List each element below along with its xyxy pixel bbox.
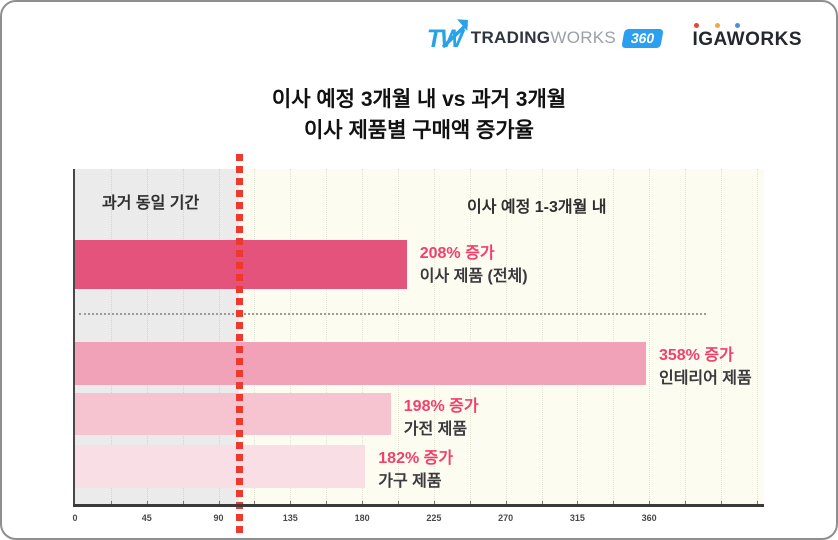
gridline — [182, 169, 184, 505]
y-axis-line — [73, 169, 75, 505]
tick-mark — [146, 501, 148, 505]
bar-category-label: 이사 제품 (전체) — [419, 268, 528, 285]
tick-mark — [685, 501, 687, 505]
tick-mark — [649, 501, 651, 505]
gridline — [290, 169, 292, 505]
x-tick-label: 270 — [498, 513, 514, 523]
total-vs-category-separator-line — [79, 313, 706, 315]
bar-value-label: 198% 증가 — [403, 398, 479, 415]
bar-value-label: 358% 증가 — [658, 347, 734, 364]
gridline — [433, 169, 435, 505]
tick-mark — [397, 501, 399, 505]
gridline — [541, 169, 543, 505]
bar-category-label: 가구 제품 — [378, 473, 442, 490]
gridline — [756, 169, 758, 505]
gridline — [469, 169, 471, 505]
page-title: 이사 예정 3개월 내 vs 과거 3개월 이사 제품별 구매액 증가율 — [2, 84, 836, 146]
tick-mark — [218, 501, 220, 505]
tradingworks-mark-letters: TW — [426, 25, 464, 53]
igaworks-blue-dot-icon — [735, 23, 741, 28]
x-tick-label: 0 — [72, 513, 78, 523]
arrow-up-right-icon — [441, 19, 469, 49]
gridline — [362, 169, 364, 505]
x-tick-label: 315 — [569, 513, 585, 523]
bar-value-label: 182% 증가 — [378, 450, 454, 467]
tradingworks-360-badge: 360 — [621, 28, 665, 48]
tick-mark — [362, 501, 364, 505]
tick-mark — [720, 501, 722, 505]
igaworks-wordmark: IGAWORKS — [692, 29, 802, 50]
tick-mark — [254, 501, 256, 505]
x-tick-label: 45 — [141, 513, 152, 523]
tick-mark — [110, 501, 112, 505]
tradingworks-wordmark: TRADINGWORKS — [471, 28, 616, 48]
tick-mark — [326, 501, 328, 505]
tick-mark — [469, 501, 471, 505]
bar — [75, 445, 366, 488]
igaworks-red-dot-icon — [694, 23, 700, 28]
gridline — [649, 169, 651, 505]
tick-mark — [290, 501, 292, 505]
bar-value-label: 208% 증가 — [419, 245, 495, 262]
tradingworks-word-trading: TRADING — [470, 28, 551, 47]
gridline — [254, 169, 256, 505]
title-line-2: 이사 제품별 구매액 증가율 — [303, 119, 535, 142]
x-tick-label: 135 — [282, 513, 298, 523]
x-tick-label: 90 — [213, 513, 224, 523]
gridline — [397, 169, 399, 505]
x-tick-label: 180 — [354, 513, 370, 523]
gridline — [218, 169, 220, 505]
tick-mark — [182, 501, 184, 505]
x-axis-line — [73, 504, 764, 507]
tick-mark — [613, 501, 615, 505]
gridline — [110, 169, 112, 505]
tradingworks-mark-icon: TW — [426, 19, 471, 55]
bar-category-label: 가전 제품 — [403, 421, 468, 438]
gridline — [146, 169, 148, 505]
gridline — [505, 169, 507, 505]
tradingworks-word-works: WORKS — [550, 28, 617, 47]
gridline — [326, 169, 328, 505]
tick-mark — [756, 501, 758, 505]
igaworks-logo: IGAWORKS — [692, 23, 802, 51]
tick-mark — [577, 501, 579, 505]
gridline — [577, 169, 579, 505]
tick-mark — [505, 501, 507, 505]
gridline — [685, 169, 687, 505]
baseline-dotted-line — [236, 154, 243, 533]
bar — [75, 393, 391, 435]
bar-category-label: 인테리어 제품 — [658, 370, 752, 387]
igaworks-yellow-dot-icon — [715, 23, 721, 28]
title-line-1: 이사 예정 3개월 내 vs 과거 3개월 — [271, 88, 567, 111]
header-logos: TW TRADINGWORKS 360 IGAWORKS — [426, 19, 802, 56]
x-tick-label: 225 — [426, 513, 442, 523]
tick-mark — [433, 501, 435, 505]
future-region-label: 이사 예정 1-3개월 내 — [467, 199, 607, 216]
tick-mark — [541, 501, 543, 505]
past-region-label: 과거 동일 기간 — [102, 195, 200, 212]
gridline — [613, 169, 615, 505]
tradingworks-logo: TW TRADINGWORKS 360 — [426, 19, 665, 55]
bar — [75, 342, 646, 385]
gridline — [720, 169, 722, 505]
x-tick-label: 360 — [641, 513, 657, 523]
